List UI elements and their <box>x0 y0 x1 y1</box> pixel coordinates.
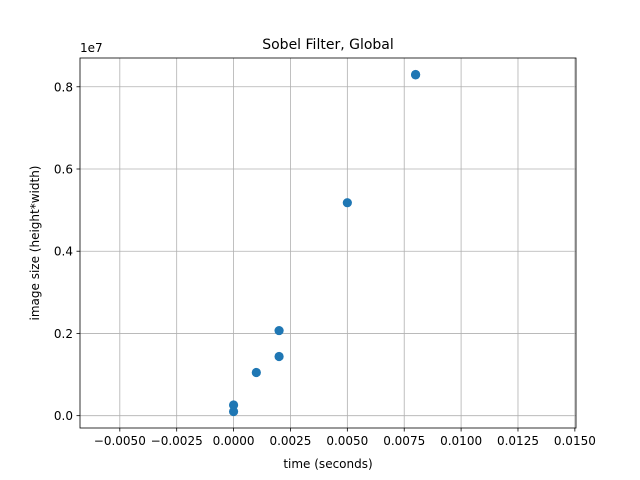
y-tick-label: 0.8 <box>54 80 73 94</box>
data-point <box>228 400 239 410</box>
x-axis-label: time (seconds) <box>283 457 372 471</box>
data-point <box>410 69 421 80</box>
x-axis-ticks: −0.0050 −0.0025 0.0000 0.0025 0.0050 0.0075 0.… <box>94 428 596 448</box>
x-tick-label: 0.0150 <box>554 434 596 448</box>
y-axis-ticks: 0.0 0.2 0.4 0.6 0.8 <box>54 80 80 423</box>
data-point <box>228 406 239 417</box>
y-tick-label: 0.4 <box>54 245 73 259</box>
x-tick-label: 0.0025 <box>269 434 311 448</box>
x-tick-label: 0.0050 <box>326 434 368 448</box>
chart-title: Sobel Filter, Global <box>262 37 394 53</box>
grid-lines <box>80 58 576 428</box>
x-tick-label: 0.0000 <box>213 434 255 448</box>
data-point <box>274 351 284 362</box>
y-tick-label: 0.2 <box>54 327 73 341</box>
y-axis-offset-label: 1e7 <box>80 41 103 55</box>
data-point <box>274 325 284 336</box>
y-axis-label: image size (height*width) <box>28 166 42 321</box>
data-points <box>228 69 421 417</box>
data-point <box>342 198 352 208</box>
x-tick-label: −0.0025 <box>151 434 203 448</box>
x-tick-label: −0.0050 <box>94 434 146 448</box>
x-tick-label: 0.0100 <box>440 434 482 448</box>
plot-frame <box>79 57 577 429</box>
x-tick-label: 0.0125 <box>497 434 539 448</box>
y-tick-label: 0.6 <box>54 163 73 177</box>
data-point <box>251 367 261 378</box>
y-tick-label: 0.0 <box>54 409 73 423</box>
x-tick-label: 0.0075 <box>383 434 425 448</box>
